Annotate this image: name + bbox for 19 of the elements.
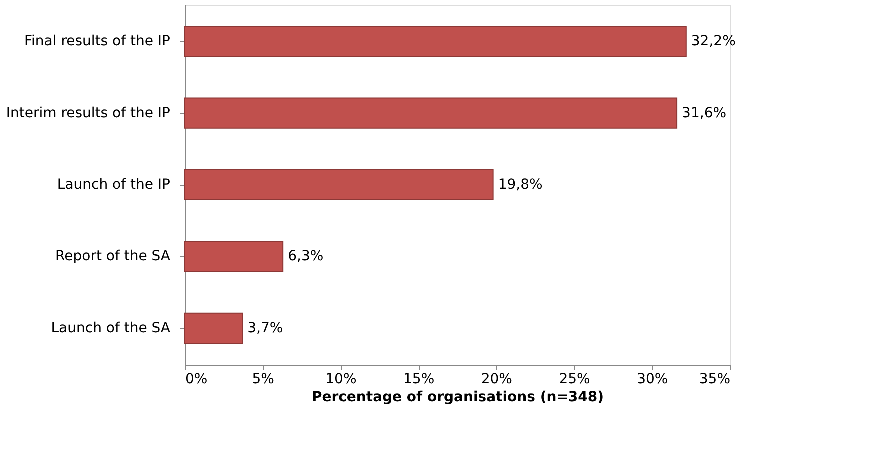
x-tick-label: 35%: [699, 372, 730, 388]
data-label: 3,7%: [248, 320, 284, 336]
x-tick-label: 30%: [637, 372, 668, 388]
y-tick-label: Interim results of the IP: [6, 105, 170, 122]
x-axis-title: Percentage of organisations (n=348): [312, 390, 604, 406]
y-tick-label: Report of the SA: [56, 248, 171, 265]
y-tick-label: Final results of the IP: [24, 34, 170, 50]
y-tick-label: Launch of the SA: [51, 320, 171, 336]
y-tick-label: Launch of the IP: [57, 177, 170, 193]
data-label: 19,8%: [498, 177, 543, 193]
x-tick-label: 15%: [404, 372, 435, 388]
data-label: 6,3%: [288, 248, 324, 265]
x-tick-label: 0%: [186, 372, 208, 388]
x-tick-label: 20%: [481, 372, 512, 388]
data-label: 32,2%: [691, 34, 736, 50]
x-tick-label: 25%: [559, 372, 590, 388]
x-tick-label: 5%: [252, 372, 274, 388]
data-label: 31,6%: [682, 105, 727, 122]
x-tick-label: 10%: [326, 372, 357, 388]
